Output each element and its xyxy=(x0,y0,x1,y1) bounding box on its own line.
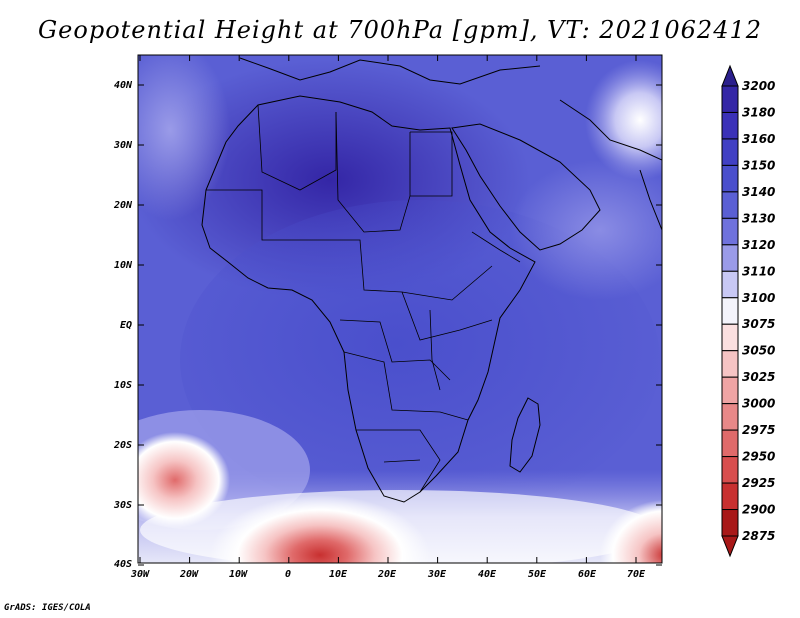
colorbar-label: 3200 xyxy=(742,79,775,93)
colorbar-label: 3110 xyxy=(742,264,775,278)
lon-label: 30W xyxy=(130,569,150,580)
lon-label: 10E xyxy=(329,569,348,580)
africa-outline xyxy=(201,95,536,503)
colorbar-box xyxy=(721,350,739,378)
colorbar-label: 2975 xyxy=(742,423,775,437)
colorbar-box xyxy=(721,138,739,166)
colorbar-label: 3120 xyxy=(742,238,775,252)
credit-text: GrADS: IGES/COLA xyxy=(4,603,91,613)
colorbar-box xyxy=(721,217,739,246)
colorbar-label: 2925 xyxy=(742,476,775,490)
colorbar-label: 3180 xyxy=(742,105,775,119)
map-title: Geopotential Height at 700hPa [gpm], VT:… xyxy=(38,16,762,44)
lat-label: 20S xyxy=(113,440,132,451)
longitude-labels: 30W 20W 10W 0 10E 20E 30E 40E 50E 60E 70… xyxy=(130,569,646,580)
colorbar-label: 2900 xyxy=(742,503,775,517)
coastlines xyxy=(201,57,662,503)
axis-ticks xyxy=(138,55,662,566)
lon-label: 50E xyxy=(528,569,547,580)
latitude-labels: 40N 30N 20N 10N EQ 10S 20S 30S 40S xyxy=(113,80,133,570)
arabia-outline xyxy=(451,123,601,251)
colorbar: 3200 3180 3160 3150 3140 3130 3120 3110 3100 3075… xyxy=(721,64,775,558)
height-field-shading xyxy=(138,55,662,563)
colorbar-label: 3050 xyxy=(742,344,775,358)
lon-label: 0 xyxy=(285,569,291,580)
colorbar-label: 3075 xyxy=(742,317,775,331)
lat-label: 10N xyxy=(114,260,133,271)
colorbar-box xyxy=(721,244,739,272)
colorbar-label: 3150 xyxy=(742,158,775,172)
lat-label: 40S xyxy=(114,559,132,570)
colorbar-label: 3000 xyxy=(742,397,775,411)
colorbar-box xyxy=(721,270,739,299)
lat-label: 30N xyxy=(113,140,133,151)
colorbar-box xyxy=(721,111,739,140)
colorbar-arrow-top xyxy=(721,64,739,87)
lat-label: 30S xyxy=(113,500,132,511)
colorbar-box xyxy=(721,164,739,193)
colorbar-box xyxy=(721,376,739,405)
colorbar-box xyxy=(721,297,739,325)
lon-label: 20W xyxy=(179,569,199,580)
colorbar-arrow-bottom xyxy=(721,535,739,558)
colorbar-label: 3140 xyxy=(742,185,775,199)
colorbar-label: 3025 xyxy=(742,370,775,384)
colorbar-box xyxy=(721,482,739,511)
colorbar-label: 3100 xyxy=(742,291,775,305)
colorbar-label: 2950 xyxy=(742,450,775,464)
colorbar-label: 3130 xyxy=(742,211,775,225)
colorbar-box xyxy=(721,456,739,484)
lon-label: 70E xyxy=(627,569,646,580)
lon-label: 40E xyxy=(478,569,497,580)
madagascar-outline xyxy=(509,397,541,473)
colorbar-box xyxy=(721,403,739,431)
persian-coast xyxy=(559,99,662,161)
lon-label: 30E xyxy=(427,569,447,580)
colorbar-box xyxy=(721,509,739,537)
india-coast xyxy=(639,169,662,231)
lat-label: 10S xyxy=(114,380,132,391)
lon-label: 60E xyxy=(578,569,597,580)
lat-label: EQ xyxy=(120,320,132,331)
colorbar-label: 3160 xyxy=(742,132,775,146)
europe-outline xyxy=(239,57,541,85)
plot-frame xyxy=(137,54,663,564)
lat-label: 40N xyxy=(114,80,133,91)
colorbar-box xyxy=(721,429,739,458)
lat-label: 20N xyxy=(113,200,133,211)
colorbar-box xyxy=(721,323,739,352)
colorbar-box xyxy=(721,85,739,113)
lon-label: 20E xyxy=(377,569,397,580)
colorbar-box xyxy=(721,191,739,219)
colorbar-label: 2875 xyxy=(742,529,775,543)
lon-label: 10W xyxy=(229,569,248,580)
country-borders xyxy=(206,104,521,493)
